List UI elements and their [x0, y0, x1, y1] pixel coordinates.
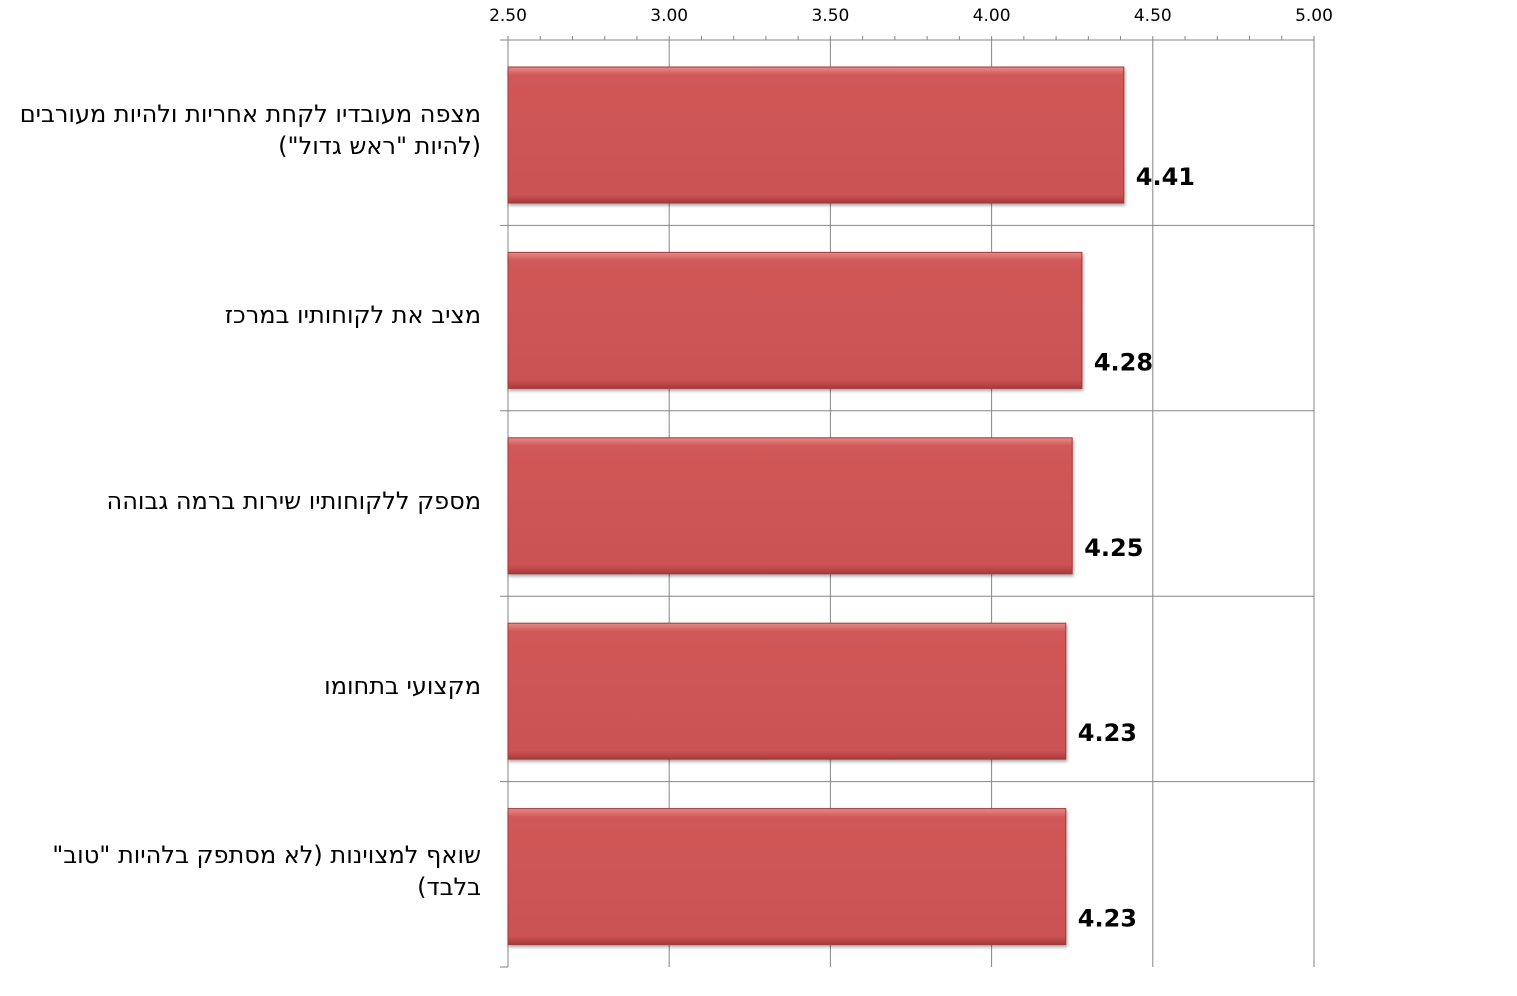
x-tick-label: 5.00 — [1295, 6, 1333, 26]
data-label: 4.28 — [1094, 348, 1153, 376]
category-label: שואף למצוינות (לא מסתפק בלהיות "טוב" בלב… — [52, 841, 481, 902]
category-label: מקצועי בתחומו — [324, 671, 481, 700]
bar — [507, 622, 1067, 760]
category-label: מצפה מעובדיו לקחת אחריות ולהיות מעורבים … — [19, 99, 481, 160]
x-tick-label: 4.50 — [1134, 6, 1172, 26]
bar — [507, 808, 1067, 946]
x-tick-label: 3.50 — [811, 6, 849, 26]
data-label: 4.23 — [1078, 905, 1137, 933]
bar — [507, 437, 1073, 575]
data-label: 4.23 — [1078, 719, 1137, 747]
x-tick-label: 3.00 — [650, 6, 688, 26]
x-tick-label: 2.50 — [489, 6, 527, 26]
data-label: 4.41 — [1136, 163, 1195, 191]
bar — [507, 251, 1083, 389]
x-tick-label: 4.00 — [973, 6, 1011, 26]
category-label: מציב את לקוחותיו במרכז — [224, 301, 481, 330]
data-label: 4.25 — [1084, 534, 1143, 562]
category-label: מספק ללקוחותיו שירות ברמה גבוהה — [106, 486, 481, 515]
bar — [507, 66, 1125, 204]
